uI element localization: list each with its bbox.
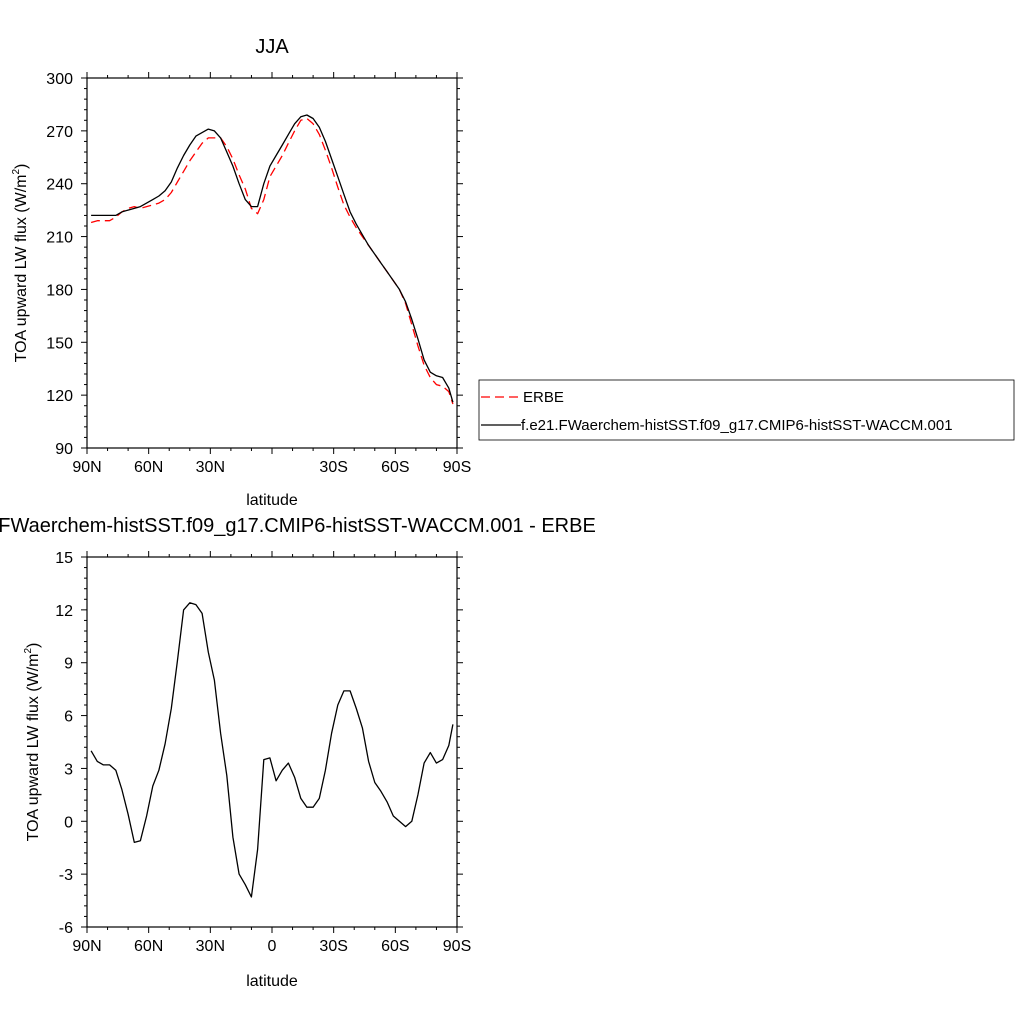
legend-box [478,379,1015,441]
y-tick-label: 150 [46,335,73,352]
x-tick-label: 90N [72,459,101,476]
x-tick-label: 90N [72,938,101,955]
top-panel-jja: JJA 90 120 150 180 210 240 270 300 90N 60N 30N 30S 6… [11,36,471,509]
plot-area: 90 120 150 180 210 240 270 300 90N 60N 30N 30S 60S 90… [46,71,471,476]
y-tick-label: 300 [46,71,73,88]
x-tick-label: 0 [268,938,277,955]
y-tick-label: 240 [46,177,73,194]
series-line-f-e21-fwaerchem-histsst-f09-g17-cmip6-histsst-waccm-001 [91,114,454,403]
x-tick-label: 60N [134,459,163,476]
x-tick-label: 60S [381,459,409,476]
y-tick-label: 0 [64,814,73,831]
plot-frame [86,77,458,449]
x-tick-label: 60N [134,938,163,955]
legend-label-model: f.e21.FWaerchem-histSST.f09_g17.CMIP6-hi… [521,417,953,434]
bottom-panel-difference: f.e21.FWaerchem-histSST.f09_g17.CMIP6-hi… [0,515,596,990]
x-axis-title: latitude [246,973,298,990]
x-tick-label: 30N [196,459,225,476]
x-tick-label: 90S [443,938,471,955]
x-tick-label: 30N [196,938,225,955]
x-tick-label: 90S [443,459,471,476]
y-tick-label: 270 [46,124,73,141]
panel-title: JJA [255,36,289,58]
plot-frame [86,556,458,928]
y-axis-title: TOA upward LW flux (W/m2) [11,164,30,363]
legend-label-erbe: ERBE [523,389,564,406]
series-line-diff-0 [90,602,454,898]
x-tick-label: 60S [381,938,409,955]
y-tick-label: 180 [46,282,73,299]
x-tick-label: 30S [319,938,347,955]
y-tick-label: 15 [55,550,73,567]
y-tick-label: 9 [64,656,73,673]
x-axis-title: latitude [246,492,298,509]
y-tick-label: 6 [64,709,73,726]
y-tick-label: -6 [59,920,73,937]
legend: ERBE f.e21.FWaerchem-histSST.f09_g17.CMI… [478,379,1015,441]
y-tick-label: 210 [46,230,73,247]
y-tick-label: 12 [55,603,73,620]
plot-area: -6 -3 0 3 6 9 12 15 90N 60N 30N 0 30S 60S 90S [55,550,471,955]
y-axis-title: TOA upward LW flux (W/m2) [23,643,42,842]
y-tick-label: 120 [46,388,73,405]
y-tick-label: -3 [59,867,73,884]
x-tick-label: 30S [319,459,347,476]
y-tick-label: 90 [55,441,73,458]
y-tick-label: 3 [64,761,73,778]
panel-title: f.e21.FWaerchem-histSST.f09_g17.CMIP6-hi… [0,515,596,537]
